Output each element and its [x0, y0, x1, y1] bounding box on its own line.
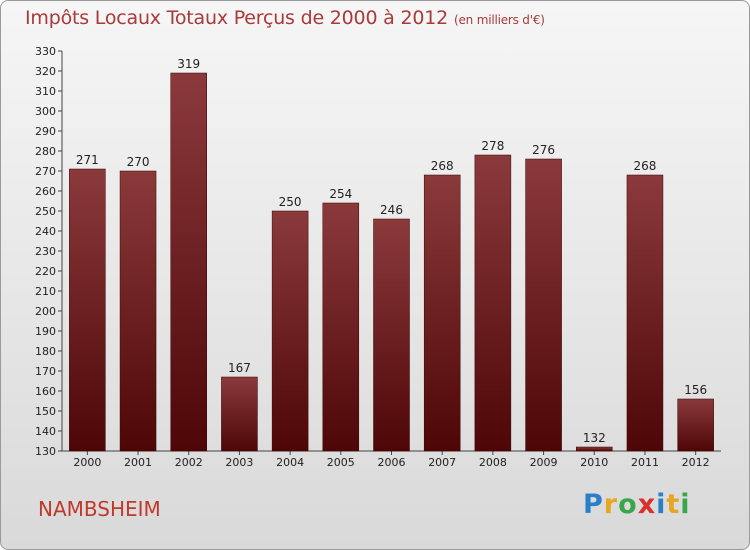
- x-tick-label: 2004: [276, 456, 304, 469]
- logo-letter: t: [666, 489, 681, 520]
- logo-letter: i: [656, 489, 667, 520]
- bar-value-label: 250: [279, 195, 302, 209]
- bar: [271, 210, 309, 452]
- bar-value-label: 268: [431, 159, 454, 173]
- x-tick-label: 2006: [378, 456, 406, 469]
- bar-value-label: 246: [380, 203, 403, 217]
- y-tick-label: 290: [35, 125, 56, 138]
- x-tick-label: 2005: [327, 456, 355, 469]
- y-tick-label: 300: [35, 105, 56, 118]
- bar-value-label: 254: [329, 187, 352, 201]
- logo-letter: r: [603, 489, 619, 520]
- y-tick-label: 270: [35, 165, 56, 178]
- bar: [474, 154, 512, 452]
- y-tick-label: 130: [35, 445, 56, 458]
- bar: [221, 376, 258, 452]
- y-tick-label: 320: [35, 65, 56, 78]
- y-tick-label: 210: [35, 285, 56, 298]
- y-tick-label: 140: [35, 425, 56, 438]
- bar: [322, 202, 360, 452]
- chart-title-text: Impôts Locaux Totaux Perçus de 2000 à 20…: [25, 7, 449, 29]
- x-tick-label: 2007: [428, 456, 456, 469]
- x-tick-label: 2009: [530, 456, 558, 469]
- y-tick-label: 280: [35, 145, 56, 158]
- commune-name: NAMBSHEIM: [38, 497, 161, 521]
- bar-value-label: 319: [177, 57, 200, 71]
- y-tick-label: 310: [35, 85, 56, 98]
- logo-letter: x: [637, 489, 657, 520]
- x-tick-label: 2008: [479, 456, 507, 469]
- bar: [69, 168, 106, 452]
- bar-value-label: 270: [127, 155, 150, 169]
- x-tick-label: 2001: [124, 456, 152, 469]
- bar-value-label: 276: [532, 143, 555, 157]
- x-tick-label: 2003: [225, 456, 253, 469]
- bar: [423, 174, 461, 452]
- y-tick-label: 190: [35, 325, 56, 338]
- bar-value-label: 167: [228, 361, 251, 375]
- bar-value-label: 271: [76, 153, 99, 167]
- chart-labels: 271 2000 270 2001 319 2002 167 2003 250 2004 254 20…: [73, 57, 709, 469]
- logo-letter: o: [618, 489, 638, 520]
- y-tick-label: 330: [35, 45, 56, 58]
- chart-bars: [69, 72, 714, 452]
- logo-letter: P: [583, 489, 604, 520]
- bar: [576, 446, 613, 452]
- bar-value-label: 278: [481, 139, 504, 153]
- y-tick-label: 250: [35, 205, 56, 218]
- bar-value-label: 156: [684, 383, 707, 397]
- bar-value-label: 132: [583, 431, 606, 445]
- bar: [170, 72, 207, 452]
- y-tick-label: 230: [35, 245, 56, 258]
- x-tick-label: 2010: [580, 456, 608, 469]
- y-tick-label: 150: [35, 405, 56, 418]
- bar: [677, 398, 714, 452]
- chart-title: Impôts Locaux Totaux Perçus de 2000 à 20…: [25, 7, 545, 29]
- x-tick-label: 2000: [73, 456, 101, 469]
- logo-letter: i: [680, 489, 691, 520]
- bar: [525, 158, 562, 452]
- bar: [119, 170, 157, 452]
- x-tick-label: 2011: [631, 456, 659, 469]
- bar: [626, 174, 664, 452]
- y-tick-label: 170: [35, 365, 56, 378]
- y-tick-label: 180: [35, 345, 56, 358]
- y-tick-label: 240: [35, 225, 56, 238]
- bar: [373, 218, 410, 452]
- chart-unit: (en milliers d'€): [454, 13, 545, 27]
- x-tick-label: 2012: [682, 456, 710, 469]
- y-tick-label: 260: [35, 185, 56, 198]
- y-tick-label: 160: [35, 385, 56, 398]
- y-tick-label: 200: [35, 305, 56, 318]
- x-tick-label: 2002: [175, 456, 203, 469]
- bar-value-label: 268: [634, 159, 657, 173]
- y-tick-label: 220: [35, 265, 56, 278]
- proxiti-logo[interactable]: Proxiti: [583, 489, 691, 520]
